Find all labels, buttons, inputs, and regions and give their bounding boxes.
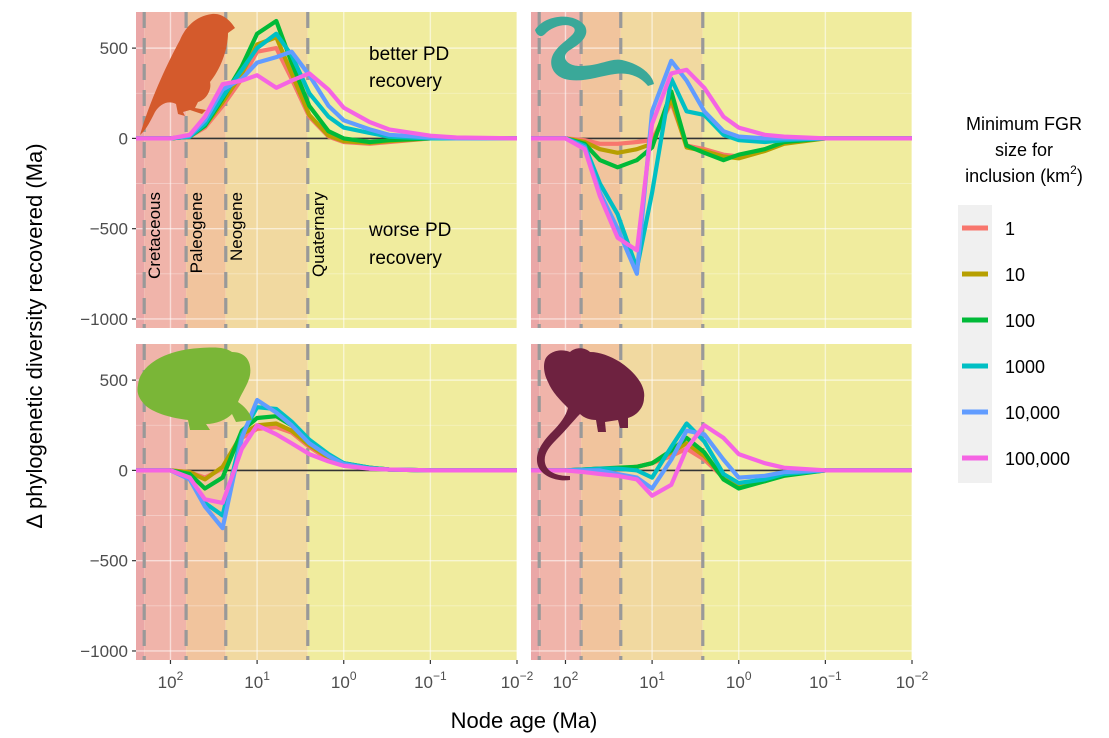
period-label-2: Neogene xyxy=(227,192,246,261)
period-labels: Cretaceous Paleogene Neogene Quaternary xyxy=(145,192,328,279)
y-tick-label-0-2: −500 xyxy=(90,220,128,239)
y-tick-labels: 500 0 −500 −1000 500 0 −500 −1000 xyxy=(80,39,136,661)
series-line-reptiles-5 xyxy=(531,67,912,253)
legend-title-line3-end: ) xyxy=(1077,166,1083,186)
legend-items: 1 10 100 1000 10,000 100,000 xyxy=(962,219,1070,469)
panel-3-band-pre xyxy=(531,344,540,660)
panel-amphibians-series xyxy=(136,397,517,531)
legend-label-4: 10,000 xyxy=(1005,403,1060,423)
x-tick-label-1-4: 10−2 xyxy=(896,669,929,692)
y-tick-label-1-2: −500 xyxy=(90,552,128,571)
period-label-3: Quaternary xyxy=(309,192,328,278)
panel-0-band-3 xyxy=(307,12,517,328)
legend-label-0: 1 xyxy=(1005,219,1015,239)
series-line-mammals-5 xyxy=(531,423,912,498)
legend-title-line2: size for xyxy=(995,140,1053,160)
panel-1-band-2 xyxy=(620,12,703,328)
y-tick-label-1-0: 500 xyxy=(100,371,128,390)
panel-reptiles-series xyxy=(531,58,912,276)
panel-birds-series xyxy=(136,18,517,146)
snake-icon xyxy=(535,16,654,86)
x-tick-labels: 102 101 100 10−1 10−2 102 101 100 10−1 10−2 xyxy=(158,660,929,692)
bird-icon xyxy=(140,13,235,136)
legend-title-sup: 2 xyxy=(1070,163,1077,177)
annotation-better-line2: recovery xyxy=(369,71,442,92)
x-tick-label-0-3: 10−1 xyxy=(414,669,447,692)
period-label-0: Cretaceous xyxy=(145,192,164,279)
legend-label-5: 100,000 xyxy=(1005,449,1070,469)
series-line-amphibians-5 xyxy=(136,423,517,505)
y-axis-title: Δ phylogenetic diversity recovered (Ma) xyxy=(22,143,47,528)
panel-2-band-3 xyxy=(307,344,517,660)
panel-3-band-3 xyxy=(702,344,912,660)
y-tick-label-0-0: 500 xyxy=(100,39,128,58)
panel-2-band-pre xyxy=(136,344,145,660)
legend-title-line3: inclusion (km2) xyxy=(965,163,1083,186)
panel-1-band-pre xyxy=(531,12,540,328)
panel-mammals-series xyxy=(531,421,912,498)
legend-label-3: 1000 xyxy=(1005,357,1045,377)
x-tick-label-1-3: 10−1 xyxy=(809,669,842,692)
x-axis-title: Node age (Ma) xyxy=(451,708,598,733)
series-line-birds-5 xyxy=(136,71,517,141)
legend-label-2: 100 xyxy=(1005,311,1035,331)
y-tick-label-1-1: 0 xyxy=(119,461,128,480)
period-label-1: Paleogene xyxy=(187,192,206,273)
y-tick-label-1-3: −1000 xyxy=(80,642,128,661)
annotation-worse-line1: worse PD xyxy=(368,220,451,241)
legend-key-background xyxy=(958,205,992,483)
panel-1-band-1 xyxy=(581,12,621,328)
x-tick-label-0-1: 101 xyxy=(244,669,270,692)
panel-0-band-pre xyxy=(136,12,145,328)
legend-label-1: 10 xyxy=(1005,265,1025,285)
annotation-worse-line2: recovery xyxy=(369,248,442,269)
y-tick-label-0-1: 0 xyxy=(119,129,128,148)
legend-title-line1: Minimum FGR xyxy=(966,114,1082,134)
series-lines xyxy=(136,18,912,531)
legend-title-line3-main: inclusion (km xyxy=(965,166,1070,186)
x-tick-label-1-1: 101 xyxy=(639,669,665,692)
x-tick-label-0-0: 102 xyxy=(158,669,184,692)
x-tick-label-1-2: 100 xyxy=(726,669,752,692)
annotation-better-line1: better PD xyxy=(369,44,449,65)
y-tick-label-0-3: −1000 xyxy=(80,310,128,329)
x-tick-label-0-4: 10−2 xyxy=(501,669,534,692)
x-tick-label-0-2: 100 xyxy=(331,669,357,692)
frog-icon xyxy=(137,347,252,430)
x-tick-label-1-0: 102 xyxy=(553,669,579,692)
panel-1-band-3 xyxy=(702,12,912,328)
legend: Minimum FGR size for inclusion (km2) 1 10… xyxy=(958,114,1083,483)
mouse-icon xyxy=(536,348,645,481)
panel-backgrounds xyxy=(136,12,912,660)
series-line-mammals-4 xyxy=(531,428,912,491)
